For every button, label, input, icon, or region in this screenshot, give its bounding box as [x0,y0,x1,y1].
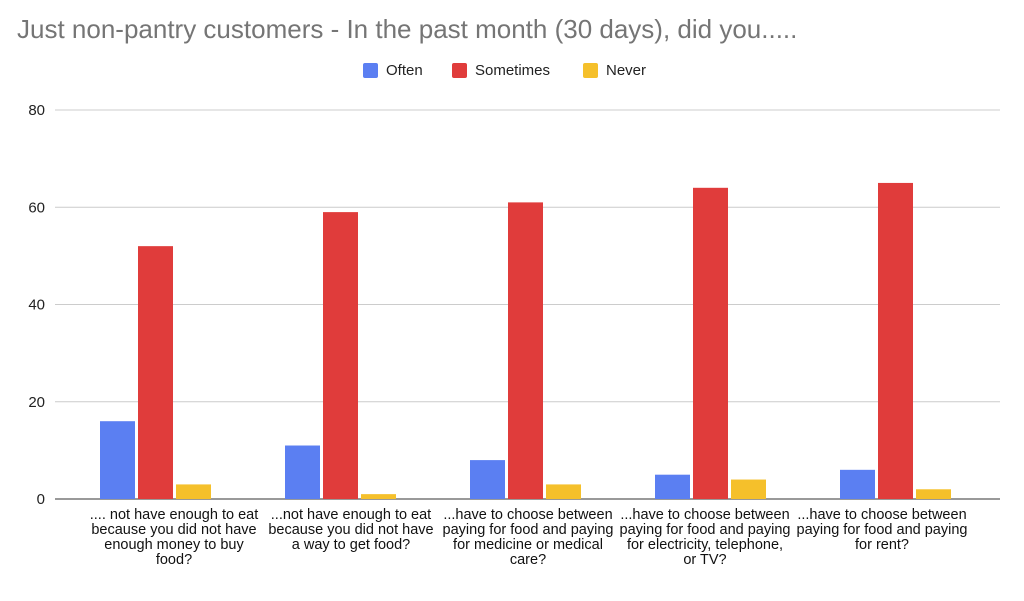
legend-swatch-never [583,63,598,78]
legend-label-often: Often [386,62,423,79]
category-label: ...not have enough to eat because you di… [268,507,434,553]
bar-never [546,484,581,499]
bar-often [655,474,690,499]
bar-never [916,489,951,499]
bar-never [361,494,396,499]
bar-never [176,484,211,499]
legend-swatch-often [363,63,378,78]
legend-label-never: Never [606,62,647,79]
legend-swatch-sometimes [452,63,467,78]
category-label: ...have to choose between paying for foo… [796,507,968,553]
y-tick-label: 20 [28,394,45,411]
legend-item-never: Never [583,62,646,79]
bar-often [840,469,875,499]
bar-sometimes [508,202,543,499]
chart-title: Just non-pantry customers - In the past … [17,14,798,44]
bar-sometimes [323,212,358,500]
legend-label-sometimes: Sometimes [475,62,551,79]
category-label: ...have to choose between paying for foo… [442,507,614,568]
legend-item-sometimes: Sometimes [452,62,550,79]
bar-never [731,479,766,499]
bar-sometimes [693,187,728,500]
bar-often [470,460,505,499]
y-tick-label: 0 [37,491,45,508]
bar-sometimes [878,182,913,499]
bar-often [100,421,135,499]
category-label: .... not have enough to eat because you … [89,507,259,568]
y-tick-label: 80 [28,102,45,119]
y-tick-label: 40 [28,297,45,314]
bar-often [285,445,320,499]
category-label: ...have to choose between paying for foo… [619,507,791,568]
bar-sometimes [138,246,173,499]
legend-item-often: Often [363,62,423,79]
legend: Often Sometimes Never [0,62,1024,84]
y-tick-label: 60 [28,199,45,216]
